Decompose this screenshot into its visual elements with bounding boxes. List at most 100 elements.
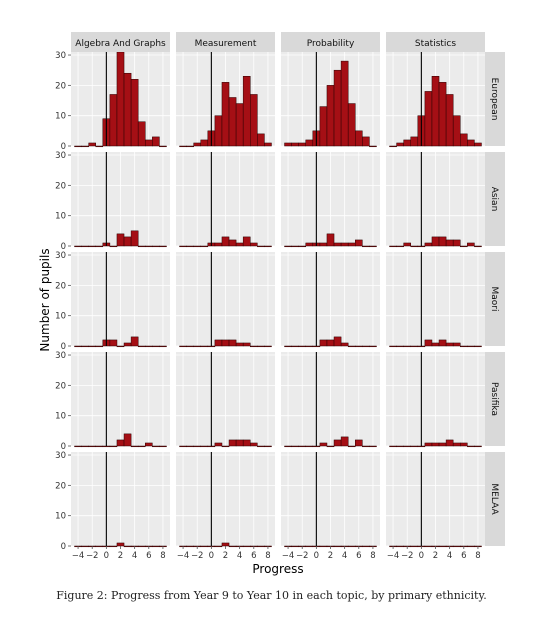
histogram-bar <box>137 345 146 348</box>
x-tick-label: 8 <box>370 551 375 561</box>
x-tick-label: −2 <box>191 551 204 561</box>
panel-maori-probability <box>281 252 380 348</box>
figure-caption: Figure 2: Progress from Year 9 to Year 1… <box>56 589 487 602</box>
histogram-bar <box>347 545 356 548</box>
histogram-bar <box>193 245 202 248</box>
x-tick-label: −4 <box>177 551 190 561</box>
histogram-bar <box>235 242 244 247</box>
histogram-bar <box>123 342 132 347</box>
histogram-bar <box>410 445 419 448</box>
row-strip-label: European <box>489 78 499 121</box>
histogram-bar <box>438 236 447 247</box>
histogram-bar <box>200 545 209 548</box>
histogram-bar <box>305 445 314 448</box>
histogram-bar <box>438 82 447 147</box>
histogram-bar <box>193 142 202 147</box>
histogram-bar <box>460 133 468 147</box>
histogram-bar <box>333 69 342 147</box>
histogram-bar <box>467 242 475 247</box>
histogram-bar <box>123 545 132 548</box>
histogram-bar <box>417 245 426 248</box>
histogram-bar <box>333 545 342 548</box>
x-tick-label: 6 <box>146 551 151 561</box>
histogram-bar <box>467 345 475 348</box>
row-strip-label: Maori <box>489 287 499 312</box>
histogram-bar <box>291 245 299 248</box>
x-tick-label: 2 <box>328 551 333 561</box>
histogram-bar <box>95 245 104 248</box>
histogram-bar <box>362 245 370 248</box>
histogram-bar <box>298 345 306 348</box>
histogram-bar <box>284 445 292 448</box>
histogram-bar <box>137 245 146 248</box>
histogram-bar <box>200 345 209 348</box>
histogram-bar <box>403 242 411 247</box>
histogram-bar <box>109 445 118 448</box>
histogram-bar <box>242 76 251 147</box>
histogram-bar <box>137 121 146 147</box>
x-tick-label: −4 <box>387 551 400 561</box>
histogram-bar <box>250 94 258 147</box>
histogram-bar <box>319 545 328 548</box>
y-tick-label: 10 <box>55 412 66 422</box>
histogram-bar <box>159 245 167 248</box>
histogram-bar <box>242 236 251 247</box>
histogram-bar <box>396 245 404 248</box>
histogram-bar <box>438 339 447 347</box>
x-tick-label: 0 <box>419 551 424 561</box>
histogram-bar <box>137 445 146 448</box>
histogram-bar <box>474 445 482 448</box>
x-tick-label: 4 <box>342 551 347 561</box>
histogram-bar <box>438 442 447 447</box>
histogram-bar <box>228 339 237 347</box>
row-strip-maori <box>485 252 505 346</box>
panel-maori-measurement <box>176 252 275 348</box>
x-tick-label: −2 <box>86 551 99 561</box>
panels-layer <box>71 51 485 548</box>
histogram-bar <box>305 242 314 247</box>
histogram-bar <box>410 545 419 548</box>
histogram-bar <box>460 442 468 447</box>
y-tick-label: 0 <box>61 342 66 352</box>
histogram-bar <box>95 345 104 348</box>
histogram-bar <box>340 436 349 447</box>
x-tick-label: 0 <box>314 551 319 561</box>
histogram-bar <box>186 245 194 248</box>
histogram-bar <box>340 60 349 147</box>
histogram-bar <box>305 139 314 147</box>
histogram-bar <box>319 339 328 347</box>
x-tick-label: −4 <box>72 551 85 561</box>
histogram-bar <box>214 115 223 147</box>
x-tick-label: 0 <box>209 551 214 561</box>
y-tick-label: 20 <box>55 381 66 391</box>
histogram-bar <box>137 545 146 548</box>
histogram-bar <box>221 236 230 247</box>
histogram-bar <box>228 439 237 447</box>
histogram-bar <box>193 345 202 348</box>
histogram-bar <box>221 339 230 347</box>
histogram-bar <box>460 245 468 248</box>
histogram-bar <box>410 245 419 248</box>
histogram-bar <box>235 439 244 447</box>
histogram-bar <box>431 236 440 247</box>
histogram-bar <box>242 439 251 447</box>
histogram-bar <box>109 545 118 548</box>
y-tick-label: 20 <box>55 481 66 491</box>
histogram-bar <box>438 545 447 548</box>
y-tick-label: 0 <box>61 542 66 552</box>
histogram-bar <box>403 139 411 147</box>
histogram-bar <box>445 94 454 147</box>
histogram-bar <box>74 145 82 148</box>
panel-asian-statistics <box>386 152 485 248</box>
y-tick-label: 20 <box>55 181 66 191</box>
y-tick-label: 30 <box>55 151 66 161</box>
histogram-bar <box>81 245 89 248</box>
histogram-bar <box>452 442 461 447</box>
histogram-bar <box>123 72 132 147</box>
panel-melaa-algebra-and-graphs <box>71 452 170 548</box>
histogram-bar <box>179 345 187 348</box>
y-tick-label: 30 <box>55 351 66 361</box>
histogram-bar <box>396 142 404 147</box>
histogram-bar <box>221 82 230 147</box>
histogram-bar <box>333 336 342 347</box>
